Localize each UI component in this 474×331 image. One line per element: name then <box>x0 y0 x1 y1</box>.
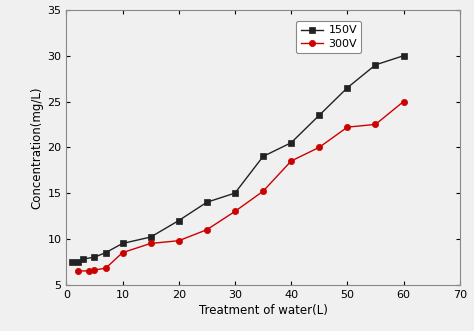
150V <box>232 191 238 195</box>
150V <box>75 260 81 264</box>
300V <box>120 251 126 255</box>
Y-axis label: Concentration(mg/L): Concentration(mg/L) <box>30 86 43 209</box>
300V <box>373 122 378 126</box>
150V <box>401 54 406 58</box>
300V <box>103 266 109 270</box>
150V <box>103 251 109 255</box>
150V <box>120 241 126 245</box>
300V <box>345 125 350 129</box>
300V <box>204 228 210 232</box>
150V <box>204 200 210 204</box>
300V <box>148 241 154 245</box>
150V <box>148 235 154 239</box>
150V <box>288 141 294 145</box>
300V <box>91 268 97 272</box>
300V <box>288 159 294 163</box>
300V <box>317 145 322 149</box>
300V <box>232 210 238 213</box>
Legend: 150V, 300V: 150V, 300V <box>296 21 362 53</box>
X-axis label: Treatment of water(L): Treatment of water(L) <box>199 304 328 317</box>
150V <box>260 155 266 159</box>
Line: 300V: 300V <box>74 98 407 274</box>
300V <box>75 269 81 273</box>
150V <box>345 86 350 90</box>
300V <box>176 239 182 243</box>
300V <box>260 189 266 193</box>
300V <box>86 269 91 273</box>
150V <box>317 113 322 117</box>
150V <box>81 257 86 261</box>
150V <box>91 255 97 259</box>
Line: 150V: 150V <box>69 53 407 265</box>
300V <box>401 100 406 104</box>
150V <box>373 63 378 67</box>
150V <box>176 218 182 222</box>
150V <box>69 260 75 264</box>
